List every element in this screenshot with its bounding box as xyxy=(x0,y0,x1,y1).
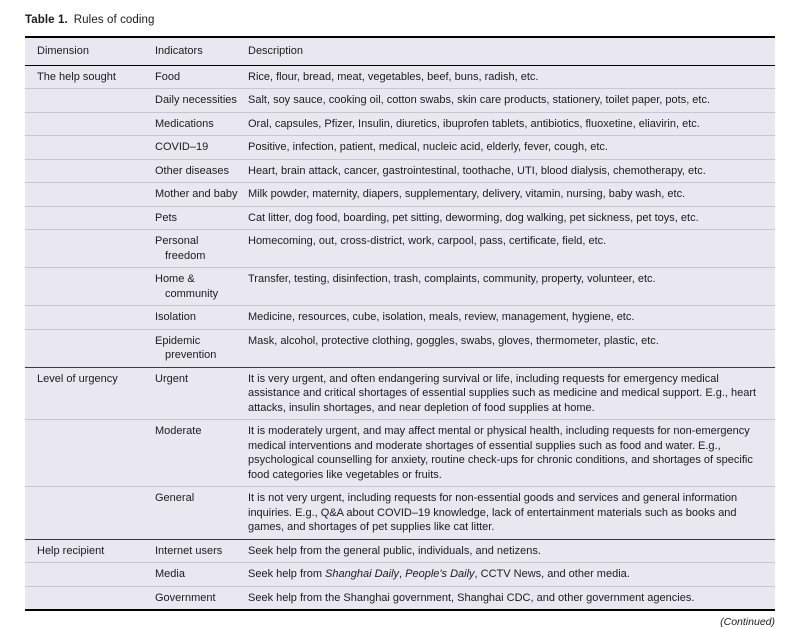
description-cell: Salt, soy sauce, cooking oil, cotton swa… xyxy=(248,88,775,113)
description-cell: Rice, flour, bread, meat, vegetables, be… xyxy=(248,70,539,83)
table-caption: Table 1. Rules of coding xyxy=(25,14,775,26)
dimension-cell xyxy=(25,267,155,306)
dimension-cell xyxy=(25,158,155,183)
indicator-cell: Epidemic prevention xyxy=(155,328,248,368)
indicator-cell: Isolation xyxy=(155,305,248,330)
indicator-cell: Other diseases xyxy=(155,158,248,183)
table-header: Dimension Indicators Description xyxy=(25,37,775,66)
header-row: Dimension Indicators Description xyxy=(25,37,775,66)
table-caption-text: Rules of coding xyxy=(73,14,155,26)
indicator-cell: Media xyxy=(155,562,248,587)
description-cell: Heart, brain attack, cancer, gastrointes… xyxy=(248,158,775,183)
table-row: Personal freedom Homecoming, out, cross-d… xyxy=(25,229,775,268)
table-row: Home & community Transfer, testing, disin… xyxy=(25,267,775,306)
description-text: Seek help from xyxy=(248,568,326,581)
indicator-cell: Urgent xyxy=(155,366,248,420)
header-description: Description xyxy=(248,37,775,66)
dimension-cell: Level of urgency xyxy=(25,366,155,420)
table-row: COVID–19 Positive, infection, patient, me… xyxy=(25,135,775,160)
description-cell: Oral, capsules, Pfizer, Insulin, diureti… xyxy=(248,111,775,136)
dimension-cell xyxy=(25,486,155,540)
description-cell: Transfer, testing, disinfection, trash, … xyxy=(248,267,775,306)
description-cell: Seek help from the general public, indiv… xyxy=(248,538,775,563)
description-cell: Cat litter, dog food, boarding, pet sitt… xyxy=(248,205,775,230)
rules-table: Dimension Indicators Description The hel… xyxy=(25,36,775,612)
indicator-cell: Government xyxy=(155,585,248,611)
indicator-cell: Moderate xyxy=(155,419,248,487)
description-cell: It is not very urgent, including request… xyxy=(248,486,775,540)
table-row: Mother and baby Milk powder, maternity, d… xyxy=(25,182,775,207)
description-cell: Seek help from the Shanghai government, … xyxy=(248,585,775,611)
dimension-cell xyxy=(25,182,155,207)
indicator-cell: Daily necessities xyxy=(155,88,248,113)
description-italic-text: Shanghai Daily xyxy=(325,568,400,581)
indicator-cell: Pets xyxy=(155,205,248,230)
table-body: The help sought Food Rice, flour, bread, m… xyxy=(25,65,775,611)
description-cell: Medicine, resources, cube, isolation, me… xyxy=(248,305,775,330)
description-text: , xyxy=(399,568,406,581)
description-cell: Positive, infection, patient, medical, n… xyxy=(248,135,775,160)
table-row: Pets Cat litter, dog food, boarding, pet … xyxy=(25,205,775,230)
table-row: Epidemic prevention Mask, alcohol, protec… xyxy=(25,328,775,368)
table-row: Medications Oral, capsules, Pfizer, Insul… xyxy=(25,111,775,136)
indicator-cell: General xyxy=(155,486,248,540)
indicator-cell: Mother and baby xyxy=(155,182,248,207)
dimension-cell xyxy=(25,229,155,268)
description-cell: Milk powder, maternity, diapers, supplem… xyxy=(248,182,775,207)
indicator-cell: Internet users xyxy=(155,538,248,563)
table-row: Isolation Medicine, resources, cube, isol… xyxy=(25,305,775,330)
dimension-cell xyxy=(25,585,155,611)
description-italic-text: People's Daily xyxy=(405,568,475,581)
indicator-cell: Personal freedom xyxy=(155,229,248,268)
description-cell: It is very urgent, and often endangering… xyxy=(248,366,775,420)
description-cell: It is moderately urgent, and may affect … xyxy=(248,419,775,487)
dimension-cell xyxy=(25,135,155,160)
dimension-cell xyxy=(25,562,155,587)
dimension-cell xyxy=(25,205,155,230)
table-row: Government Seek help from the Shanghai go… xyxy=(25,585,775,611)
table-row: General It is not very urgent, including … xyxy=(25,486,775,540)
description-cell: Homecoming, out, cross-district, work, c… xyxy=(248,229,775,268)
table-row: Moderate It is moderately urgent, and may… xyxy=(25,419,775,487)
table-row: Media Seek help from Shanghai Daily, Peop… xyxy=(25,562,775,587)
table-row: Other diseases Heart, brain attack, cance… xyxy=(25,158,775,183)
dimension-cell xyxy=(25,328,155,368)
dimension-cell: The help sought xyxy=(37,70,116,83)
dimension-cell xyxy=(25,88,155,113)
header-indicators: Indicators xyxy=(155,37,248,66)
table-row: The help sought Food Rice, flour, bread, m… xyxy=(25,65,775,89)
description-text: , CCTV News, and other media. xyxy=(474,568,630,581)
dimension-cell xyxy=(25,419,155,487)
table-row: Level of urgency Urgent It is very urgent,… xyxy=(25,366,775,420)
description-cell: Seek help from Shanghai Daily, People's … xyxy=(248,562,775,587)
indicator-cell: Home & community xyxy=(155,267,248,306)
dimension-cell xyxy=(25,305,155,330)
table-row: Help recipient Internet users Seek help fr… xyxy=(25,538,775,563)
table-caption-label: Table 1. xyxy=(25,14,68,26)
dimension-cell xyxy=(25,111,155,136)
table-row: Daily necessities Salt, soy sauce, cookin… xyxy=(25,88,775,113)
indicator-cell: Medications xyxy=(155,111,248,136)
description-cell: Mask, alcohol, protective clothing, gogg… xyxy=(248,328,775,368)
indicator-cell: COVID–19 xyxy=(155,135,248,160)
continued-note: (Continued) xyxy=(720,616,775,628)
indicator-cell: Food xyxy=(155,70,181,83)
header-dimension: Dimension xyxy=(25,37,155,66)
dimension-cell: Help recipient xyxy=(25,538,155,563)
